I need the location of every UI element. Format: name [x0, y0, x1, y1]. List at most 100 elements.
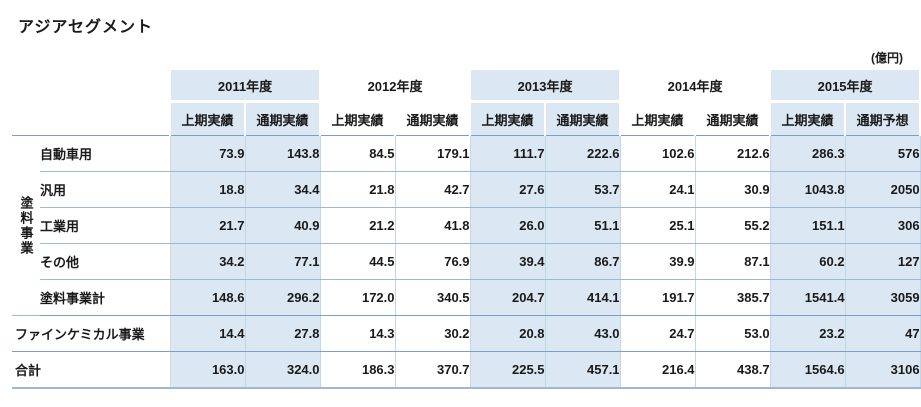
value-cell: 21.7: [169, 207, 245, 244]
value-cell: 30.9: [694, 171, 771, 208]
row-label: その他: [40, 243, 170, 280]
value-cell: 41.8: [394, 207, 471, 244]
value-cell: 76.9: [394, 243, 471, 280]
period-header-cell: 上期実績: [469, 101, 547, 136]
value-cell: 42.7: [394, 171, 471, 208]
value-cell: 212.6: [694, 135, 771, 172]
value-cell: 438.7: [694, 351, 771, 389]
value-cell: 34.4: [244, 171, 321, 208]
period-header-row: 上期実績 通期実績 上期実績 通期実績 上期実績 通期実績 上期実績 通期実績 …: [12, 101, 921, 136]
value-cell: 179.1: [394, 135, 471, 172]
value-cell: 73.9: [169, 135, 245, 172]
value-cell: 216.4: [619, 351, 696, 389]
row-label: 自動車用: [40, 135, 170, 172]
period-header-cell: 通期実績: [544, 101, 622, 136]
value-cell: 163.0: [169, 351, 245, 389]
value-cell: 414.1: [544, 279, 621, 316]
table-row-fine-chemical: ファインケミカル事業 14.4 27.8 14.3 30.2 20.8 43.0…: [12, 315, 921, 352]
year-header-2012: 2012年度: [319, 70, 472, 103]
value-cell: 21.8: [319, 171, 396, 208]
value-cell: 191.7: [619, 279, 696, 316]
value-cell: 1541.4: [769, 279, 846, 316]
row-group-label-paint-business: 塗料事業: [12, 135, 40, 316]
value-cell: 14.4: [169, 315, 245, 352]
row-label: 合計: [12, 351, 170, 389]
value-cell: 21.2: [319, 207, 396, 244]
year-header-2013: 2013年度: [469, 70, 622, 103]
value-cell: 24.1: [619, 171, 696, 208]
value-cell: 576: [844, 135, 921, 172]
value-cell: 40.9: [244, 207, 321, 244]
value-cell: 385.7: [694, 279, 771, 316]
year-header-2014: 2014年度: [619, 70, 772, 103]
period-header-cell: 上期実績: [169, 101, 246, 136]
period-header-cell: 上期実績: [619, 101, 697, 136]
value-cell: 1043.8: [769, 171, 846, 208]
value-cell: 296.2: [244, 279, 321, 316]
header-spacer: [12, 70, 170, 136]
value-cell: 204.7: [469, 279, 546, 316]
table-row-others: その他 34.2 77.1 44.5 76.9 39.4 86.7 39.9 8…: [12, 243, 921, 280]
table-row-automotive: 塗料事業 自動車用 73.9 143.8 84.5 179.1 111.7 22…: [12, 135, 921, 316]
value-cell: 111.7: [469, 135, 546, 172]
value-cell: 306: [844, 207, 921, 244]
value-cell: 43.0: [544, 315, 621, 352]
value-cell: 87.1: [694, 243, 771, 280]
value-cell: 20.8: [469, 315, 546, 352]
value-cell: 39.4: [469, 243, 546, 280]
year-header-2015: 2015年度: [769, 70, 921, 103]
row-label: ファインケミカル事業: [12, 315, 170, 352]
value-cell: 286.3: [769, 135, 846, 172]
value-cell: 148.6: [169, 279, 245, 316]
value-cell: 172.0: [319, 279, 396, 316]
value-cell: 44.5: [319, 243, 396, 280]
value-cell: 53.7: [544, 171, 621, 208]
year-header-2011: 2011年度: [168, 70, 322, 103]
value-cell: 39.9: [619, 243, 696, 280]
row-label: 汎用: [40, 171, 170, 208]
page-title: アジアセグメント: [18, 19, 154, 36]
table-row-general-use: 汎用 18.8 34.4 21.8 42.7 27.6 53.7 24.1 30…: [12, 171, 921, 208]
value-cell: 340.5: [394, 279, 471, 316]
value-cell: 225.5: [469, 351, 546, 389]
table-row-paint-total: 塗料事業計 148.6 296.2 172.0 340.5 204.7 414.…: [12, 279, 921, 316]
value-cell: 18.8: [169, 171, 245, 208]
row-label: 工業用: [40, 207, 170, 244]
value-cell: 3106: [844, 351, 921, 389]
value-cell: 55.2: [694, 207, 771, 244]
period-header-cell: 上期実績: [769, 101, 847, 136]
value-cell: 60.2: [769, 243, 846, 280]
period-header-cell: 上期実績: [319, 101, 397, 136]
period-header-cell: 通期予想: [844, 101, 921, 136]
value-cell: 34.2: [169, 243, 245, 280]
row-label: 塗料事業計: [40, 279, 170, 316]
value-cell: 151.1: [769, 207, 846, 244]
value-cell: 102.6: [619, 135, 696, 172]
value-cell: 3059: [844, 279, 921, 316]
value-cell: 23.2: [769, 315, 846, 352]
value-cell: 47: [844, 315, 921, 352]
value-cell: 77.1: [244, 243, 321, 280]
value-cell: 2050: [844, 171, 921, 208]
value-cell: 30.2: [394, 315, 471, 352]
value-cell: 25.1: [619, 207, 696, 244]
row-group-label-text: 塗料事業: [18, 195, 34, 256]
value-cell: 24.7: [619, 315, 696, 352]
period-header-cell: 通期実績: [394, 101, 472, 136]
value-cell: 222.6: [544, 135, 621, 172]
value-cell: 143.8: [244, 135, 321, 172]
value-cell: 324.0: [244, 351, 321, 389]
value-cell: 51.1: [544, 207, 621, 244]
value-cell: 27.6: [469, 171, 546, 208]
value-cell: 1564.6: [769, 351, 846, 389]
year-header-row: 2011年度 2012年度 2013年度 2014年度 2015年度: [12, 70, 921, 136]
table-row-industrial: 工業用 21.7 40.9 21.2 41.8 26.0 51.1 25.1 5…: [12, 207, 921, 244]
value-cell: 14.3: [319, 315, 396, 352]
value-cell: 457.1: [544, 351, 621, 389]
value-cell: 84.5: [319, 135, 396, 172]
table-row-grand-total: 合計 163.0 324.0 186.3 370.7 225.5 457.1 2…: [12, 351, 921, 389]
value-cell: 27.8: [244, 315, 321, 352]
value-cell: 26.0: [469, 207, 546, 244]
value-cell: 186.3: [319, 351, 396, 389]
